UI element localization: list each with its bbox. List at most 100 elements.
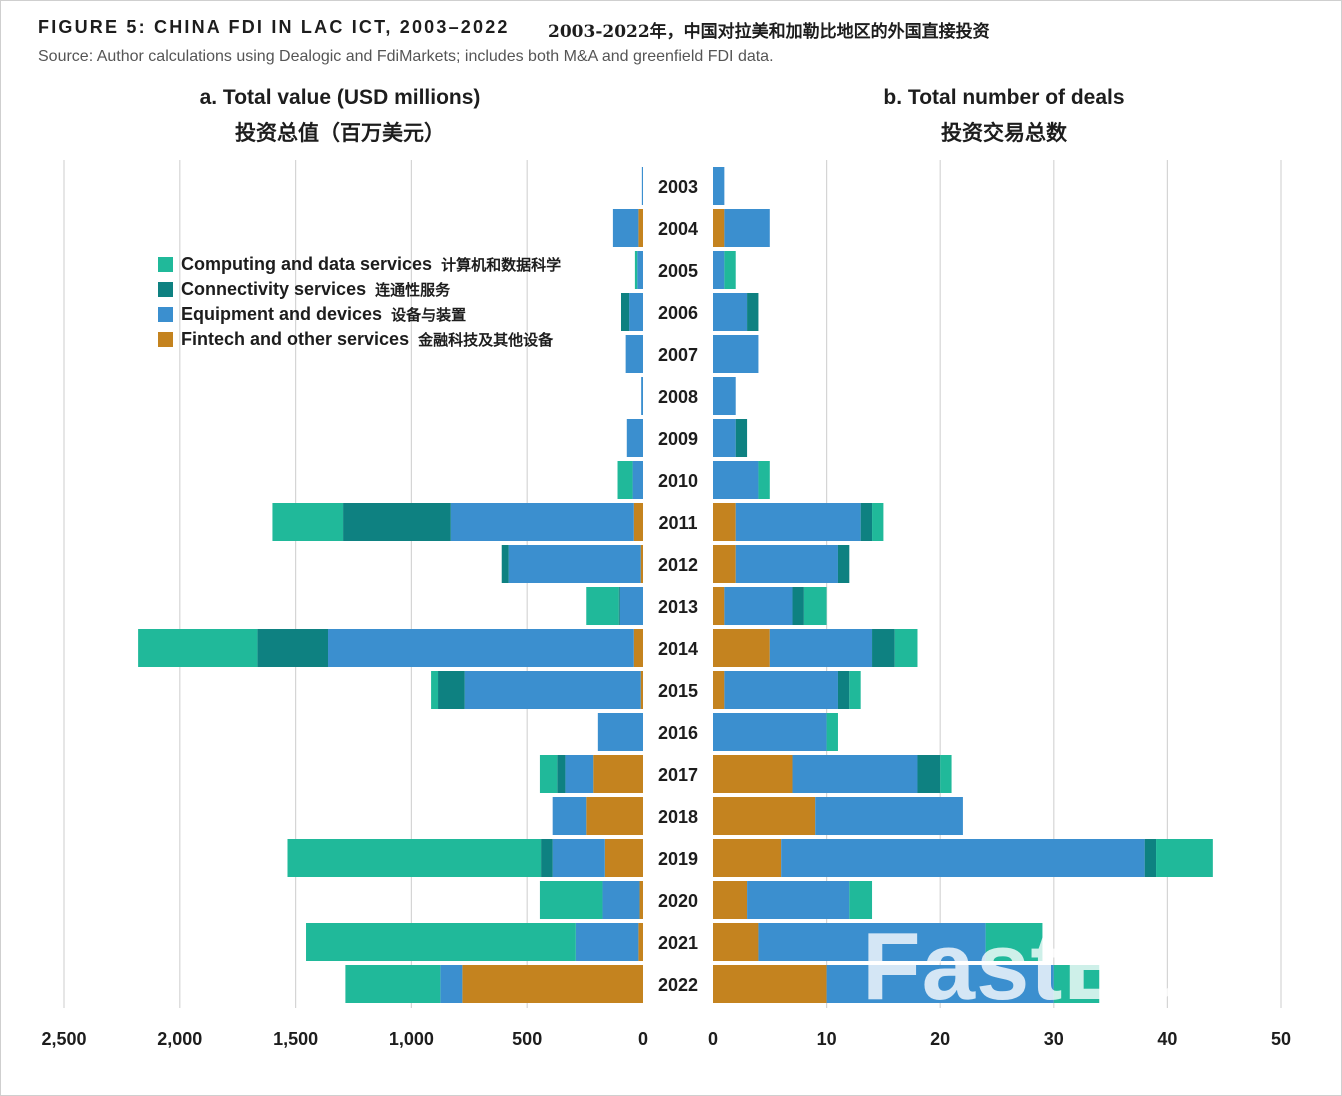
figure-title-cn: 2003-2022年，中国对拉美和加勒比地区的外国直接投资	[548, 22, 990, 42]
bar-b-2005-computing-and-data-services	[724, 251, 736, 289]
bar-b-2004-equipment-and-devices	[724, 209, 770, 247]
bar-a-2011-equipment-and-devices	[450, 503, 634, 541]
bar-b-2005-equipment-and-devices	[713, 251, 725, 289]
legend-label: Computing and data services	[181, 254, 433, 274]
panel-b-title: b. Total number of deals	[883, 86, 1125, 109]
bar-a-2013-equipment-and-devices	[619, 587, 643, 625]
y-category-label: 2021	[658, 933, 698, 953]
bar-a-2006-connectivity-services	[620, 293, 630, 331]
bar-a-2015-equipment-and-devices	[464, 671, 641, 709]
bar-a-2012-equipment-and-devices	[508, 545, 641, 583]
bar-a-2021-equipment-and-devices	[575, 923, 639, 961]
bar-b-2014-fintech-and-other-services	[713, 629, 770, 667]
y-category-label: 2012	[658, 555, 698, 575]
bar-b-2017-fintech-and-other-services	[713, 755, 793, 793]
bar-b-2022-fintech-and-other-services	[713, 965, 827, 1003]
legend-swatch-connectivity	[158, 282, 173, 297]
legend-label: Connectivity services	[181, 279, 367, 299]
y-category-label: 2016	[658, 723, 698, 743]
bar-b-2015-equipment-and-devices	[724, 671, 838, 709]
bar-b-2006-connectivity-services	[747, 293, 759, 331]
bar-a-2021-computing-and-data-services	[306, 923, 576, 961]
x-tick-label-b: 0	[708, 1029, 718, 1049]
bar-a-2006-equipment-and-devices	[629, 293, 643, 331]
bar-b-2013-fintech-and-other-services	[713, 587, 725, 625]
legend-item-equipment: Equipment and devices 设备与装置	[158, 302, 561, 327]
bar-a-2012-fintech-and-other-services	[640, 545, 643, 583]
bar-b-2014-computing-and-data-services	[894, 629, 918, 667]
legend-item-fintech: Fintech and other services 金融科技及其他设备	[158, 327, 561, 352]
bar-b-2017-equipment-and-devices	[792, 755, 918, 793]
bar-b-2018-equipment-and-devices	[815, 797, 963, 835]
bar-a-2015-connectivity-services	[438, 671, 465, 709]
bar-a-2008-equipment-and-devices	[641, 377, 643, 415]
y-category-label: 2013	[658, 597, 698, 617]
bar-b-2012-equipment-and-devices	[735, 545, 838, 583]
y-category-label: 2022	[658, 975, 698, 995]
bar-b-2006-equipment-and-devices	[713, 293, 748, 331]
bar-a-2022-equipment-and-devices	[440, 965, 463, 1003]
legend: Computing and data services 计算机和数据科学 Con…	[158, 252, 561, 352]
x-tick-label-b: 50	[1271, 1029, 1291, 1049]
x-tick-label-a: 1,500	[273, 1029, 318, 1049]
bar-b-2016-computing-and-data-services	[826, 713, 838, 751]
bar-b-2013-computing-and-data-services	[803, 587, 827, 625]
bar-b-2014-connectivity-services	[872, 629, 895, 667]
x-tick-label-a: 0	[638, 1029, 648, 1049]
bar-a-2018-equipment-and-devices	[552, 797, 587, 835]
bar-a-2011-fintech-and-other-services	[633, 503, 643, 541]
bar-a-2022-computing-and-data-services	[345, 965, 441, 1003]
bar-a-2014-connectivity-services	[257, 629, 329, 667]
x-tick-label-a: 2,000	[157, 1029, 202, 1049]
x-tick-label-b: 30	[1044, 1029, 1064, 1049]
bar-b-2019-connectivity-services	[1144, 839, 1157, 877]
bar-a-2020-equipment-and-devices	[602, 881, 640, 919]
bar-a-2022-fintech-and-other-services	[462, 965, 643, 1003]
bar-b-2019-computing-and-data-services	[1156, 839, 1213, 877]
legend-item-connectivity: Connectivity services 连通性服务	[158, 277, 561, 302]
y-category-label: 2015	[658, 681, 698, 701]
bar-a-2014-equipment-and-devices	[328, 629, 634, 667]
watermark: FastBull	[862, 913, 1249, 1020]
y-category-label: 2009	[658, 429, 698, 449]
bar-b-2011-computing-and-data-services	[872, 503, 884, 541]
bar-b-2020-equipment-and-devices	[747, 881, 850, 919]
bar-a-2012-connectivity-services	[501, 545, 509, 583]
legend-label: Fintech and other services	[181, 329, 410, 349]
y-category-label: 2007	[658, 345, 698, 365]
y-category-label: 2005	[658, 261, 698, 281]
bar-b-2021-equipment-and-devices	[758, 923, 986, 961]
legend-label-cn: 计算机和数据科学	[441, 256, 562, 274]
panel-a-title: a. Total value (USD millions)	[199, 86, 481, 109]
legend-label-cn: 连通性服务	[375, 281, 451, 299]
legend-swatch-equipment	[158, 307, 173, 322]
bar-a-2011-computing-and-data-services	[272, 503, 344, 541]
bar-a-2017-connectivity-services	[557, 755, 566, 793]
bar-b-2007-equipment-and-devices	[713, 335, 759, 373]
bar-b-2013-equipment-and-devices	[724, 587, 793, 625]
bar-b-2009-connectivity-services	[735, 419, 748, 457]
y-category-label: 2018	[658, 807, 698, 827]
figure-title: FIGURE 5: CHINA FDI IN LAC ICT, 2003–202…	[38, 17, 510, 37]
x-tick-label-b: 20	[930, 1029, 950, 1049]
legend-swatch-computing	[158, 257, 173, 272]
bar-a-2004-fintech-and-other-services	[638, 209, 643, 247]
bar-b-2009-equipment-and-devices	[713, 419, 736, 457]
bar-b-2013-connectivity-services	[792, 587, 804, 625]
bar-b-2018-fintech-and-other-services	[713, 797, 816, 835]
y-category-label: 2019	[658, 849, 698, 869]
y-category-label: 2004	[658, 219, 698, 239]
bar-a-2005-equipment-and-devices	[637, 251, 643, 289]
bar-b-2011-equipment-and-devices	[735, 503, 861, 541]
bar-b-2012-connectivity-services	[837, 545, 850, 583]
bar-b-2014-equipment-and-devices	[769, 629, 873, 667]
legend-label-cn: 金融科技及其他设备	[418, 331, 554, 349]
bar-a-2016-equipment-and-devices	[597, 713, 643, 751]
bar-a-2010-equipment-and-devices	[632, 461, 643, 499]
bar-a-2011-connectivity-services	[343, 503, 451, 541]
bar-b-2011-connectivity-services	[860, 503, 873, 541]
y-category-label: 2003	[658, 177, 698, 197]
bar-a-2014-computing-and-data-services	[138, 629, 258, 667]
bar-a-2009-equipment-and-devices	[626, 419, 643, 457]
